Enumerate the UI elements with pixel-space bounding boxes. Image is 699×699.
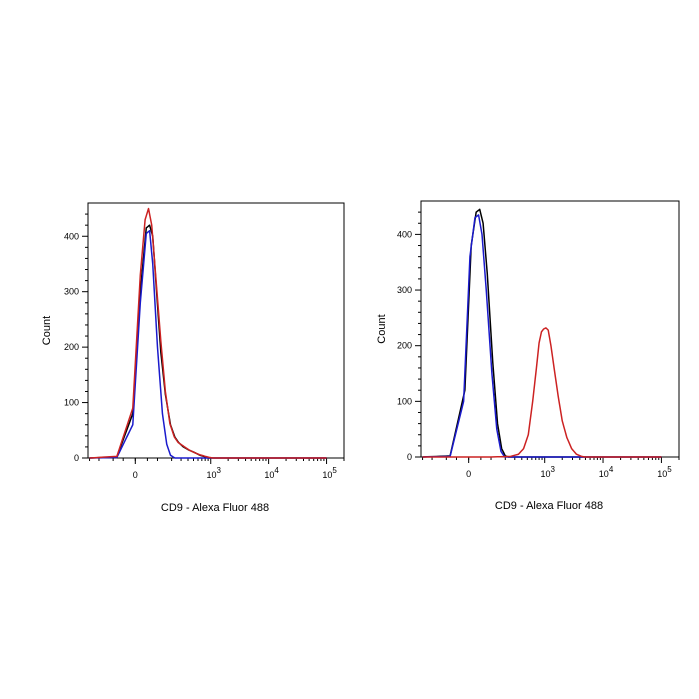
y-tick-label: 100 <box>64 398 79 408</box>
x-tick-label: 104 <box>264 466 279 480</box>
x-tick-label: 0 <box>133 470 138 480</box>
plot-frame <box>87 202 345 459</box>
y-tick-label: 0 <box>74 453 79 463</box>
y-axis-label: Count <box>41 316 53 345</box>
y-tick-label: 100 <box>397 396 412 406</box>
y-tick-label: 200 <box>397 341 412 351</box>
x-tick-label: 0 <box>466 469 471 479</box>
x-axis-label: CD9 - Alexa Fluor 488 <box>495 500 603 512</box>
x-axis-label: CD9 - Alexa Fluor 488 <box>161 502 269 514</box>
x-tick-label: 104 <box>599 465 614 479</box>
x-tick-label: 103 <box>207 466 222 480</box>
y-tick-label: 400 <box>397 229 412 239</box>
series-line-black <box>422 208 662 458</box>
x-tick-label: 105 <box>322 466 337 480</box>
series-line-red <box>89 207 327 459</box>
histogram-panel-1: 0 100 200 300 400 0 103 104 105 Count CD9 - Alexa … <box>41 202 345 514</box>
y-tick-label: 200 <box>64 342 79 352</box>
y-tick-label: 300 <box>64 287 79 297</box>
plot-frame <box>420 200 680 458</box>
x-tick-label: 105 <box>657 465 672 479</box>
series-line-blue <box>89 229 327 459</box>
histogram-panel-2: 0 100 200 300 400 0 103 104 105 Count CD9 - Alexa … <box>376 200 680 512</box>
series-line-blue <box>422 214 662 458</box>
y-axis-label: Count <box>376 314 388 343</box>
y-tick-label: 300 <box>397 285 412 295</box>
series-line-red <box>422 327 662 458</box>
y-tick-label: 400 <box>64 231 79 241</box>
y-tick-label: 0 <box>407 452 412 462</box>
x-tick-label: 103 <box>540 465 555 479</box>
